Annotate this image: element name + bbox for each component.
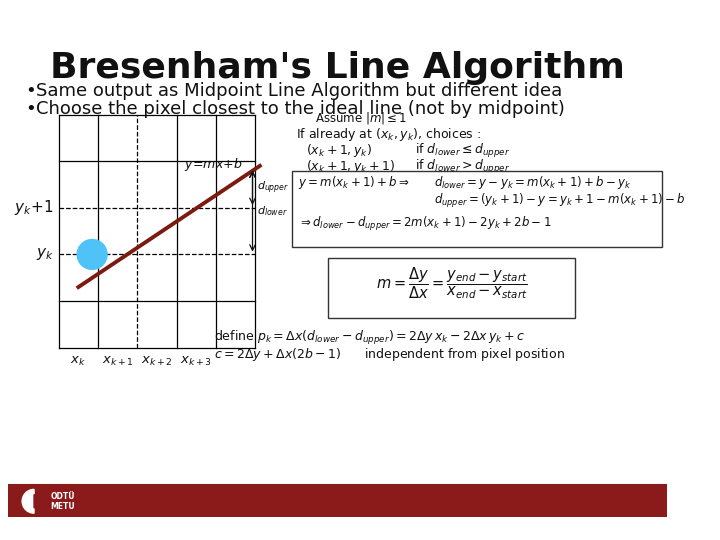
Text: ODTÜ: ODTÜ bbox=[50, 492, 75, 501]
Text: Assume $|m|\leq 1$: Assume $|m|\leq 1$ bbox=[315, 110, 407, 126]
Text: $d_{lower}$: $d_{lower}$ bbox=[257, 204, 288, 218]
Text: If already at $(x_k, y_k)$, choices :: If already at $(x_k, y_k)$, choices : bbox=[297, 126, 482, 143]
Text: METU: METU bbox=[50, 502, 75, 511]
Text: $\Rightarrow d_{lower} - d_{upper} = 2m(x_k +1)-2y_k +2b-1$: $\Rightarrow d_{lower} - d_{upper} = 2m(… bbox=[298, 215, 552, 233]
Text: $m = \dfrac{\Delta y}{\Delta x} = \dfrac{y_{end}-y_{start}}{x_{end}-x_{start}}$: $m = \dfrac{\Delta y}{\Delta x} = \dfrac… bbox=[376, 266, 528, 301]
Text: $(x_k +1, y_k)$: $(x_k +1, y_k)$ bbox=[305, 142, 372, 159]
Text: if $d_{lower} \leq d_{upper}$: if $d_{lower} \leq d_{upper}$ bbox=[415, 142, 510, 160]
Text: •: • bbox=[25, 82, 36, 100]
Text: $d_{upper} = (y_k +1)-y = y_k +1-m(x_k +1)-b$: $d_{upper} = (y_k +1)-y = y_k +1-m(x_k +… bbox=[433, 192, 685, 210]
Circle shape bbox=[22, 489, 46, 513]
Text: $x_{k+3}$: $x_{k+3}$ bbox=[180, 355, 212, 368]
Bar bbox=[328, 258, 575, 318]
Text: Choose the pixel closest to the ideal line (not by midpoint): Choose the pixel closest to the ideal li… bbox=[36, 100, 564, 118]
Text: $x_k$: $x_k$ bbox=[71, 355, 86, 368]
Text: $x_{k+1}$: $x_{k+1}$ bbox=[102, 355, 134, 368]
Circle shape bbox=[77, 240, 107, 269]
Text: $y = m(x_k +1)+b \Rightarrow$: $y = m(x_k +1)+b \Rightarrow$ bbox=[298, 174, 410, 191]
Text: $y_k\!+\!1$: $y_k\!+\!1$ bbox=[14, 198, 54, 217]
Text: $x_{k+2}$: $x_{k+2}$ bbox=[141, 355, 173, 368]
Text: Same output as Midpoint Line Algorithm but different idea: Same output as Midpoint Line Algorithm b… bbox=[36, 82, 562, 100]
Text: •: • bbox=[25, 100, 36, 118]
Text: $d_{lower} = y - y_k = m(x_k +1)+b-y_k$: $d_{lower} = y - y_k = m(x_k +1)+b-y_k$ bbox=[433, 174, 631, 191]
Text: $y_k$: $y_k$ bbox=[36, 246, 54, 262]
Text: $(x_k +1, y_k +1)$: $(x_k +1, y_k +1)$ bbox=[305, 158, 395, 174]
Text: $d_{upper}$: $d_{upper}$ bbox=[257, 180, 289, 196]
Wedge shape bbox=[34, 495, 40, 508]
Text: define $p_k = \Delta x(d_{lower}-d_{upper}) = 2\Delta y\, x_k - 2\Delta x\, y_k : define $p_k = \Delta x(d_{lower}-d_{uppe… bbox=[214, 329, 526, 347]
Text: Bresenham's Line Algorithm: Bresenham's Line Algorithm bbox=[50, 51, 625, 85]
Bar bbox=[292, 171, 662, 247]
Bar bbox=[9, 486, 667, 517]
Text: if $d_{lower} > d_{upper}$: if $d_{lower} > d_{upper}$ bbox=[415, 158, 510, 176]
Text: $y\!=\!mx\!+\!b$: $y\!=\!mx\!+\!b$ bbox=[184, 156, 243, 173]
Text: $c = 2\Delta y + \Delta x(2b-1)$      independent from pixel position: $c = 2\Delta y + \Delta x(2b-1)$ indepen… bbox=[214, 346, 565, 363]
Wedge shape bbox=[22, 489, 34, 513]
